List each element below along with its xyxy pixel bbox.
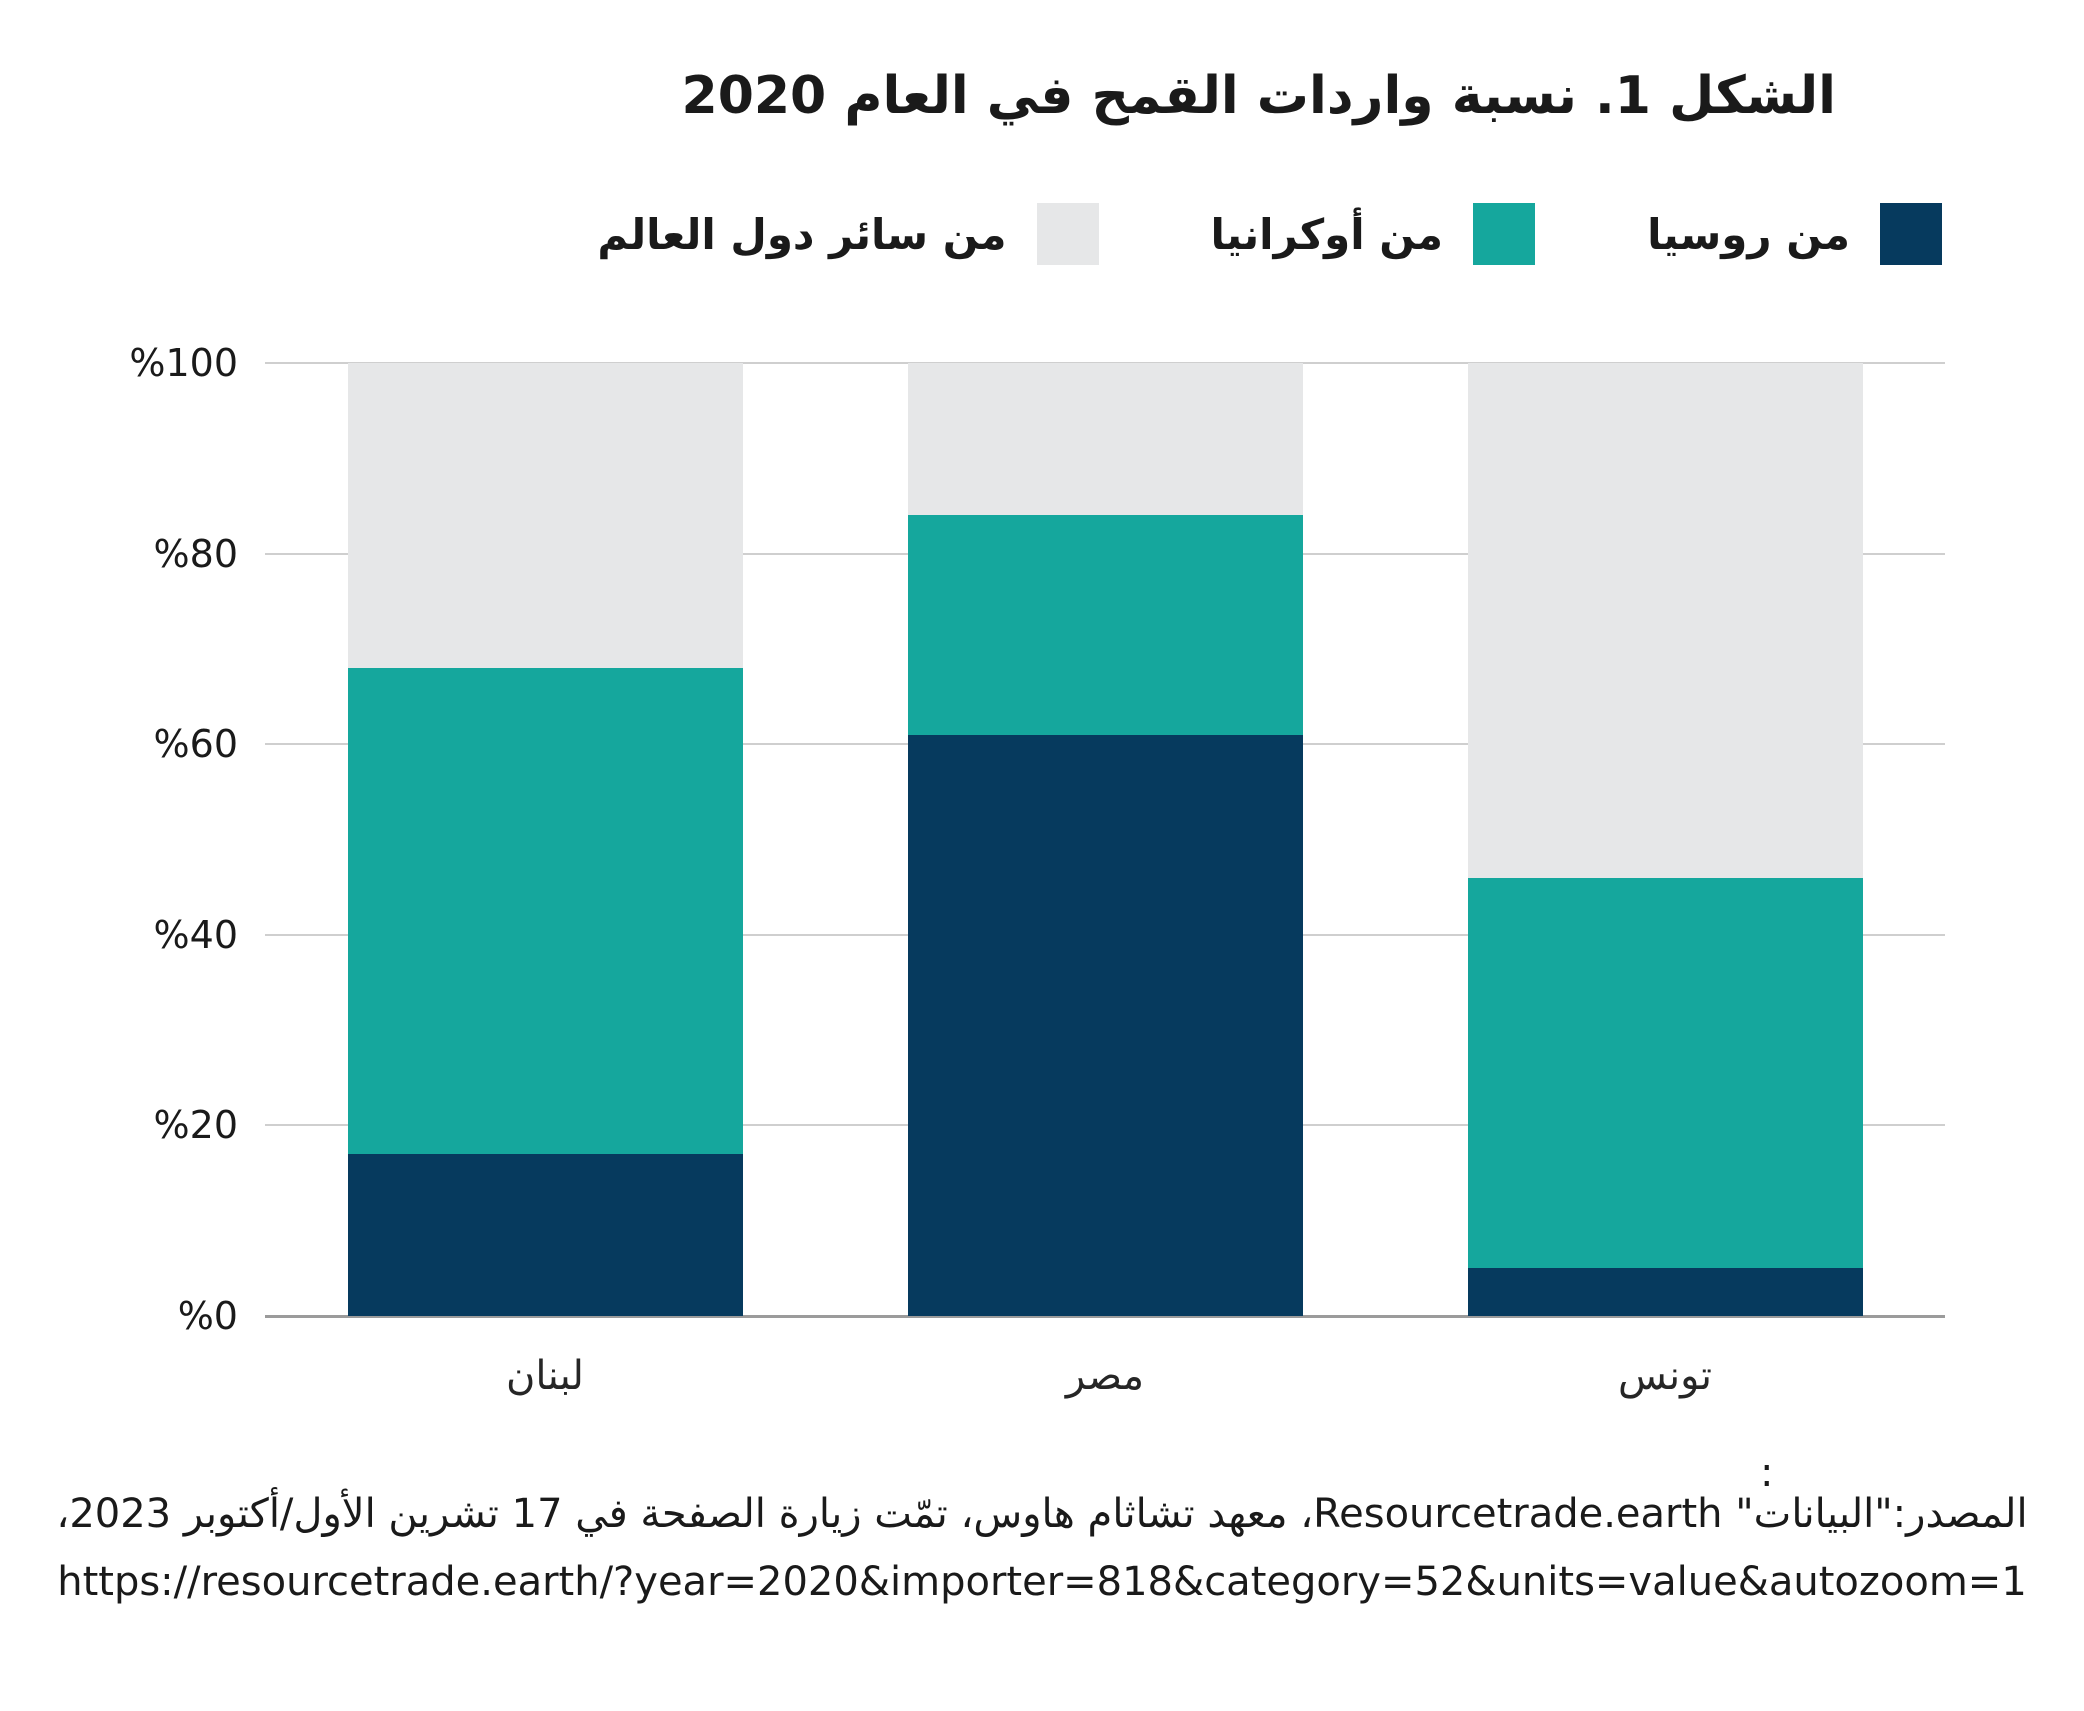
y-tick-label: %80 [153,531,238,576]
y-tick-label: %40 [153,912,238,957]
x-axis-line [265,1315,1945,1318]
legend-swatch-ukraine [1473,203,1536,265]
bar-segment-russia [347,1153,743,1316]
source-url: https://resourcetrade.earth/?year=2020&i… [57,1559,2027,1605]
legend-swatch-world [1036,203,1099,265]
chart-title: الشكل 1. نسبة واردات القمح في العام 2020 [681,66,1836,126]
bar-segment-russia [1467,1268,1863,1316]
bar-segment-russia [907,734,1303,1316]
x-axis-label: مصر [1065,1353,1145,1399]
legend-label: من أوكرانيا [1210,209,1444,259]
legend-label: من سائر دول العالم [597,209,1007,259]
stray-colon: : [1760,1450,1774,1496]
legend: من روسيا من أوكرانيا من سائر دول العالم [597,203,1942,265]
bar-segment-ukraine [1467,877,1863,1269]
y-tick-label: %0 [177,1294,238,1338]
legend-label: من روسيا [1647,209,1850,259]
bar-segment-ukraine [907,515,1303,735]
x-axis-label: تونس [1618,1353,1712,1399]
legend-item: من أوكرانيا [1211,203,1536,265]
bar-segment-ukraine [347,667,743,1154]
y-tick-label: %20 [153,1103,238,1148]
bar-segment-world [907,363,1303,516]
y-tick-label: %60 [153,722,238,767]
bar-segment-world [1467,363,1863,878]
legend-swatch-russia [1880,203,1942,265]
legend-item: من روسيا [1647,203,1942,265]
y-tick-label: %100 [129,341,238,385]
legend-item: من سائر دول العالم [597,203,1099,265]
bar-segment-world [347,363,743,668]
x-axis-label: لبنان [506,1353,584,1399]
source-line: المصدر:"البيانات" Resourcetrade.earth، م… [56,1491,2028,1537]
